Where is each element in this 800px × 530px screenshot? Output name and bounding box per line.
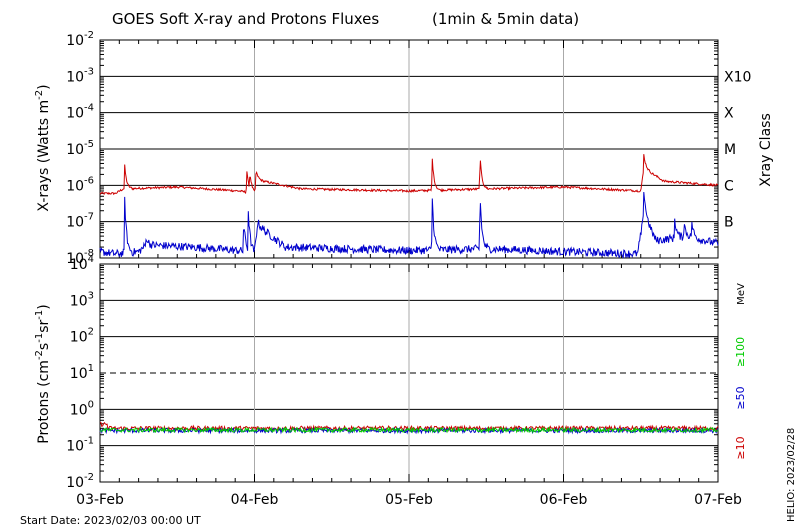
proton-panel: 10-2 10-1 100 101 102 103 104 (66, 254, 719, 491)
x-tick-label: 05-Feb (385, 492, 433, 508)
xray-class-x: X (724, 106, 734, 122)
proton-ylabel-end: ) (36, 304, 52, 309)
x-tick-label: 07-Feb (694, 492, 742, 508)
xray-y-tick-label: 10-2 (66, 30, 94, 49)
start-date: Start Date: 2023/02/03 00:00 UT (20, 514, 201, 527)
helio-stamp: HELIO: 2023/02/28 (786, 428, 797, 522)
xray-frame (99, 39, 719, 259)
xray-series-long (99, 154, 719, 196)
x-tick-labels: 03-Feb 04-Feb 05-Feb 06-Feb 07-Feb (76, 492, 742, 508)
proton-energy-unit: MeV (736, 283, 747, 305)
xray-class-m: M (724, 142, 736, 158)
proton-energy-label: ≥100 (734, 337, 747, 367)
proton-ylabel: Protons (cm-2s-1sr-1) (34, 304, 52, 443)
x-tick-label: 06-Feb (540, 492, 588, 508)
xray-y-tick-label: 10-3 (66, 66, 94, 85)
xray-class-labels: X10 X M C B (724, 69, 751, 230)
proton-energy-label: ≥10 (734, 436, 747, 459)
chart-title-suffix: (1min & 5min data) (432, 10, 579, 28)
proton-frame (99, 263, 719, 483)
proton-y-tick-label: 104 (70, 254, 94, 273)
xray-class-c: C (724, 178, 734, 194)
proton-y-tick-label: 103 (70, 290, 94, 309)
xray-class-x10: X10 (724, 69, 751, 85)
proton-energy-label: ≥50 (734, 386, 747, 409)
xray-ylabel-end: ) (36, 84, 52, 89)
proton-ylabel-mid2: sr (36, 319, 52, 332)
proton-y-tick-label: 102 (70, 327, 94, 346)
chart-title: GOES Soft X-ray and Protons Fluxes (112, 10, 379, 28)
xray-y-tick-label: 10-7 (66, 212, 94, 231)
proton-y-tick-label: 10-2 (66, 472, 94, 491)
proton-ylabel-sup1: -2 (34, 350, 45, 360)
proton-y-tick-label: 101 (70, 363, 94, 382)
proton-y-tick-label: 100 (70, 399, 94, 418)
x-tick-label: 03-Feb (76, 492, 124, 508)
proton-ylabel-sup2: -1 (34, 333, 45, 343)
proton-energy-labels: ≥100 ≥50 ≥10 (734, 337, 747, 460)
xray-y-tick-label: 10-5 (66, 139, 94, 158)
xray-ylabel-sup: -2 (34, 90, 45, 100)
xray-class-b: B (724, 215, 734, 231)
proton-series-100mev (99, 425, 719, 434)
xray-y-tick-label: 10-8 (66, 248, 94, 267)
x-tick-label: 04-Feb (231, 492, 279, 508)
xray-ylabel: X-rays (Watts m-2) (34, 84, 52, 211)
xray-series-short (99, 191, 719, 259)
proton-ylabel-sup3: -1 (34, 310, 45, 320)
xray-y-tick-label: 10-4 (66, 103, 94, 122)
xray-ylabel-main: X-rays (Watts m (36, 100, 52, 212)
proton-y-tick-label: 10-1 (66, 436, 94, 455)
proton-ylabel-main: Protons (cm (36, 360, 52, 444)
xray-y-tick-label: 10-6 (66, 175, 94, 194)
xray-class-label: Xray Class (758, 113, 774, 187)
xray-panel: 10-8 10-7 10-6 10-5 10-4 10-3 10-2 (66, 30, 719, 267)
proton-ylabel-mid1: s (36, 343, 52, 350)
